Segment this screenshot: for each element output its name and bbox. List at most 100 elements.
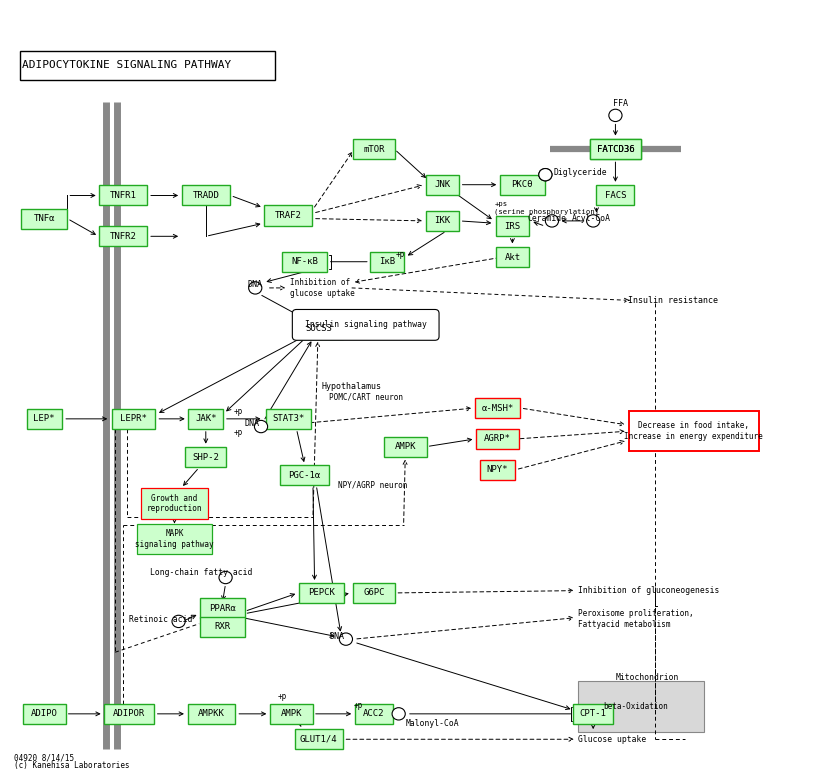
Text: ADIPOR: ADIPOR <box>113 710 146 718</box>
FancyBboxPatch shape <box>496 216 529 237</box>
FancyBboxPatch shape <box>22 209 67 229</box>
FancyBboxPatch shape <box>353 583 394 603</box>
Text: Diglyceride: Diglyceride <box>553 168 607 177</box>
Text: TNFR2: TNFR2 <box>110 232 136 241</box>
Text: TNFα: TNFα <box>34 214 55 223</box>
Circle shape <box>586 215 600 227</box>
Text: Ceramide: Ceramide <box>528 214 566 223</box>
FancyBboxPatch shape <box>426 211 459 231</box>
Text: PPARα: PPARα <box>209 604 236 613</box>
FancyBboxPatch shape <box>590 139 641 159</box>
Text: IRS: IRS <box>504 222 520 231</box>
FancyBboxPatch shape <box>282 252 327 272</box>
Circle shape <box>538 169 552 181</box>
Text: POMC/CART neuron: POMC/CART neuron <box>329 393 404 402</box>
Circle shape <box>339 633 352 645</box>
Text: TRAF2: TRAF2 <box>275 211 302 220</box>
FancyBboxPatch shape <box>353 139 394 159</box>
Text: AMPK: AMPK <box>394 442 416 451</box>
Text: +p: +p <box>395 250 404 258</box>
Text: PEPCK: PEPCK <box>308 588 335 598</box>
Text: +p: +p <box>278 692 287 700</box>
Text: PKCθ: PKCθ <box>512 180 533 189</box>
Text: FACS: FACS <box>605 191 626 200</box>
Text: STAT3*: STAT3* <box>272 414 304 424</box>
FancyBboxPatch shape <box>294 318 342 339</box>
Text: Retinoic acid: Retinoic acid <box>129 615 193 624</box>
Text: +p: +p <box>234 428 243 438</box>
FancyBboxPatch shape <box>629 411 759 451</box>
Text: LEP*: LEP* <box>34 414 55 424</box>
FancyBboxPatch shape <box>137 523 212 554</box>
FancyBboxPatch shape <box>141 489 208 519</box>
Text: Hypothalamus: Hypothalamus <box>321 382 381 391</box>
Text: Long-chain fatty acid: Long-chain fatty acid <box>150 568 252 577</box>
FancyBboxPatch shape <box>294 729 342 749</box>
FancyBboxPatch shape <box>112 409 155 429</box>
Text: Glucose uptake: Glucose uptake <box>578 735 647 744</box>
Text: +p: +p <box>353 701 362 710</box>
Text: mTOR: mTOR <box>363 145 385 154</box>
FancyBboxPatch shape <box>27 409 61 429</box>
Text: Inhibition of
glucose uptake: Inhibition of glucose uptake <box>290 278 355 298</box>
FancyBboxPatch shape <box>104 704 154 724</box>
Text: CPT-1: CPT-1 <box>580 710 607 718</box>
Text: Insulin signaling pathway: Insulin signaling pathway <box>305 320 427 329</box>
Text: DNA: DNA <box>247 281 262 289</box>
Text: (c) Kanehisa Laboratories: (c) Kanehisa Laboratories <box>14 761 129 770</box>
Text: FATCD36: FATCD36 <box>596 145 634 154</box>
Text: IκB: IκB <box>379 257 395 266</box>
Text: DNA: DNA <box>245 419 260 428</box>
Text: RXR: RXR <box>214 622 231 632</box>
Text: MAPK
signaling pathway: MAPK signaling pathway <box>135 530 214 549</box>
FancyBboxPatch shape <box>189 409 223 429</box>
Text: SOCS3: SOCS3 <box>305 324 332 333</box>
Text: FATCD36: FATCD36 <box>596 145 634 154</box>
Text: NPY/AGRP neuron: NPY/AGRP neuron <box>337 481 407 489</box>
Text: NPY*: NPY* <box>487 465 509 474</box>
FancyBboxPatch shape <box>299 583 344 603</box>
FancyBboxPatch shape <box>99 186 147 206</box>
FancyBboxPatch shape <box>265 409 311 429</box>
Text: JNK: JNK <box>434 180 451 189</box>
Circle shape <box>172 615 185 628</box>
Text: IKK: IKK <box>434 216 451 226</box>
Text: Akt: Akt <box>504 253 520 261</box>
Text: NF-κB: NF-κB <box>291 257 318 266</box>
FancyBboxPatch shape <box>384 437 427 457</box>
Circle shape <box>609 109 622 121</box>
Text: Mitochondrion: Mitochondrion <box>616 673 679 682</box>
Circle shape <box>219 571 232 584</box>
Text: FFA: FFA <box>613 99 628 107</box>
Text: TRADD: TRADD <box>193 191 219 200</box>
Text: 04920 8/14/15: 04920 8/14/15 <box>14 753 74 762</box>
FancyBboxPatch shape <box>496 247 529 267</box>
Text: beta-Oxidation: beta-Oxidation <box>603 702 668 711</box>
Text: AGRP*: AGRP* <box>484 434 511 444</box>
Circle shape <box>545 215 558 227</box>
FancyBboxPatch shape <box>23 704 65 724</box>
Text: Decrease in food intake,
Increase in energy expenditure: Decrease in food intake, Increase in ene… <box>624 421 763 441</box>
FancyBboxPatch shape <box>578 682 704 731</box>
FancyBboxPatch shape <box>573 704 613 724</box>
Text: ADIPO: ADIPO <box>31 710 58 718</box>
Text: ADIPOCYTOKINE SIGNALING PATHWAY: ADIPOCYTOKINE SIGNALING PATHWAY <box>22 60 232 70</box>
Text: SHP-2: SHP-2 <box>193 453 219 461</box>
Text: JAK*: JAK* <box>195 414 217 424</box>
Text: Peroxisome proliferation,
Fattyacid metabolism: Peroxisome proliferation, Fattyacid meta… <box>578 609 694 628</box>
Text: Growth and
reproduction: Growth and reproduction <box>146 494 203 513</box>
FancyBboxPatch shape <box>426 175 459 195</box>
FancyBboxPatch shape <box>199 598 245 618</box>
Text: +p: +p <box>234 407 243 416</box>
FancyBboxPatch shape <box>370 252 404 272</box>
FancyBboxPatch shape <box>280 465 329 485</box>
Text: DNA: DNA <box>329 632 344 641</box>
Text: LEPR*: LEPR* <box>120 414 146 424</box>
Text: +ps
(serine phosphorylation): +ps (serine phosphorylation) <box>495 201 600 215</box>
Text: GLUT1/4: GLUT1/4 <box>300 735 337 744</box>
Text: Malonyl-CoA: Malonyl-CoA <box>405 720 459 728</box>
FancyBboxPatch shape <box>182 186 230 206</box>
FancyBboxPatch shape <box>99 226 147 247</box>
Text: α-MSH*: α-MSH* <box>481 404 514 413</box>
FancyBboxPatch shape <box>199 617 245 637</box>
